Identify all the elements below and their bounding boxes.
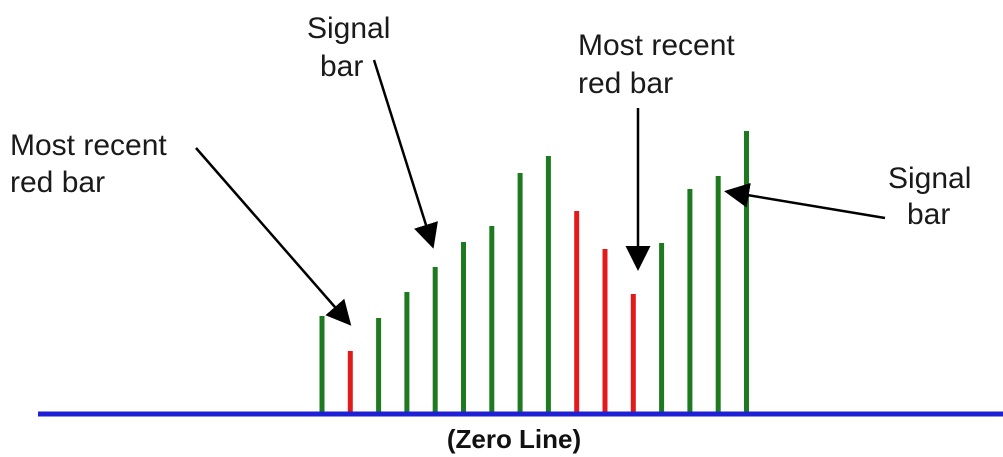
bars-group bbox=[319, 131, 749, 414]
annotation-signal-bar-2: Signal bar bbox=[724, 162, 971, 231]
annotation-signal-bar-1: Signal bar bbox=[307, 12, 438, 249]
annotation-text-line: Most recent bbox=[578, 29, 735, 62]
annotation-text-line: Signal bbox=[888, 162, 971, 195]
annotation-arrow bbox=[724, 182, 886, 220]
annotation-most-recent-red-bar-1: Most recent red bar bbox=[10, 129, 352, 326]
annotation-text-line: red bar bbox=[578, 67, 673, 100]
annotation-text-line: Signal bbox=[307, 12, 390, 45]
annotation-text-line: Most recent bbox=[10, 129, 167, 162]
zero-line-label: (Zero Line) bbox=[447, 424, 581, 454]
annotation-arrow bbox=[372, 59, 438, 249]
annotation-most-recent-red-bar-2: Most recent red bar bbox=[578, 29, 735, 271]
annotation-text-line: bar bbox=[907, 198, 950, 231]
annotation-arrow bbox=[195, 147, 352, 326]
annotation-text-line: red bar bbox=[10, 166, 105, 199]
annotation-text-line: bar bbox=[320, 50, 363, 83]
